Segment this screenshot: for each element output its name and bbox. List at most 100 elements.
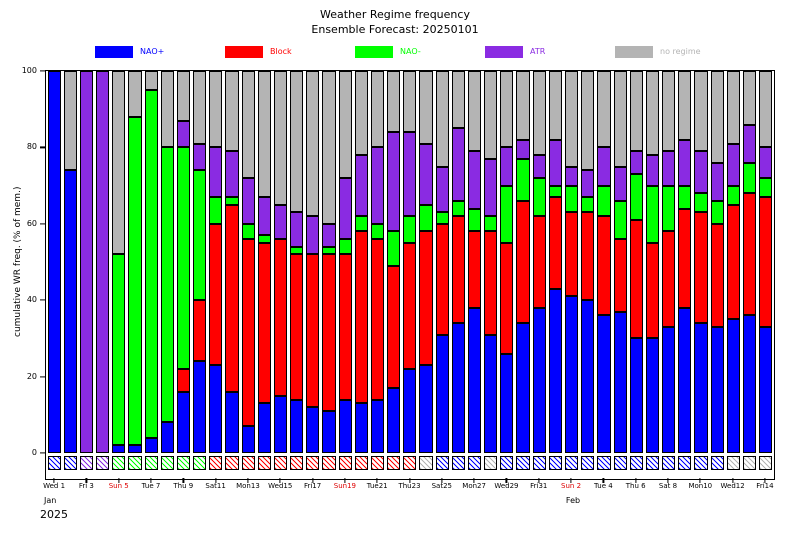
regime-marker: [597, 456, 611, 470]
segment-nao-: [338, 399, 352, 453]
x-tick-label: Sat 8: [658, 482, 678, 490]
segment-no-regime: [176, 71, 191, 121]
stacked-bar-day-14: [257, 71, 271, 453]
segment-nao-: [144, 90, 158, 438]
legend-swatch: [225, 46, 263, 58]
x-tick-label: Tue 4: [594, 482, 613, 490]
marker-slot-day-40: [677, 456, 693, 471]
regime-marker: [112, 456, 126, 470]
bar-slot-day-39: [661, 71, 677, 453]
bar-slot-day-20: [353, 71, 369, 453]
marker-slot-day-16: [289, 456, 305, 471]
segment-nao-: [419, 204, 433, 232]
segment-nao-: [290, 399, 304, 453]
marker-slot-day-33: [564, 456, 580, 471]
regime-marker: [759, 456, 773, 470]
x-tick-mark: [376, 478, 378, 483]
segment-nao-: [176, 147, 191, 369]
bars-container: [46, 71, 774, 453]
x-tick-mark: [85, 478, 87, 483]
segment-nao-: [629, 174, 643, 220]
legend-item-nao-: NAO-: [355, 46, 485, 58]
x-tick-label: Wed15: [268, 482, 293, 490]
stacked-bar-day-35: [597, 71, 611, 453]
segment-no-regime: [613, 71, 627, 167]
segment-block: [257, 242, 271, 404]
y-tick-label: 40: [26, 295, 37, 305]
segment-atr: [241, 178, 255, 224]
segment-nao-: [710, 326, 724, 453]
segment-block: [645, 242, 660, 339]
segment-nao-: [225, 197, 239, 205]
marker-slot-day-7: [143, 456, 159, 471]
segment-no-regime: [257, 71, 271, 198]
segment-nao-: [759, 177, 773, 198]
stacked-bar-day-43: [726, 71, 740, 453]
marker-slot-day-41: [693, 456, 709, 471]
month-label-jan: Jan: [44, 496, 57, 505]
segment-nao-: [209, 365, 223, 453]
marker-slot-day-8: [159, 456, 175, 471]
segment-nao-: [613, 200, 627, 240]
month-label-feb: Feb: [565, 496, 581, 505]
x-tick-mark: [344, 478, 346, 483]
regime-marker: [306, 456, 320, 470]
bar-slot-day-23: [402, 71, 418, 453]
marker-slot-day-17: [305, 456, 321, 471]
x-tick-mark: [570, 478, 572, 483]
stacked-bar-day-44: [742, 71, 757, 453]
segment-atr: [257, 197, 271, 236]
segment-nao-: [322, 246, 336, 255]
regime-marker: [694, 456, 708, 470]
segment-no-regime: [742, 71, 757, 125]
regime-marker: [532, 456, 546, 470]
regime-marker: [322, 456, 336, 470]
stacked-bar-day-2: [63, 71, 77, 453]
marker-slot-day-44: [741, 456, 757, 471]
bar-slot-day-14: [256, 71, 272, 453]
segment-no-regime: [419, 71, 433, 144]
segment-atr: [354, 155, 368, 217]
regime-marker: [613, 456, 627, 470]
stacked-bar-day-34: [581, 71, 595, 453]
segment-block: [387, 265, 401, 389]
segment-nao-: [209, 197, 223, 224]
segment-atr: [79, 71, 94, 453]
segment-nao-: [370, 223, 385, 240]
stacked-bar-day-1: [47, 71, 61, 453]
segment-block: [273, 239, 288, 396]
stacked-bar-day-20: [354, 71, 368, 453]
stacked-bar-day-15: [273, 71, 288, 453]
segment-atr: [678, 139, 692, 186]
legend-item-no-regime: no regime: [615, 46, 745, 58]
stacked-bar-day-12: [225, 71, 239, 453]
segment-nao-: [726, 319, 740, 453]
marker-slot-day-32: [547, 456, 563, 471]
segment-no-regime: [354, 71, 368, 156]
marker-slot-day-10: [192, 456, 208, 471]
regime-marker: [257, 456, 271, 470]
marker-slot-day-38: [644, 456, 660, 471]
segment-atr: [726, 143, 740, 186]
marker-slot-day-3: [78, 456, 94, 471]
x-tick-label: Tue21: [366, 482, 388, 490]
segment-atr: [710, 162, 724, 201]
marker-slot-day-36: [612, 456, 628, 471]
legend-swatch: [95, 46, 133, 58]
regime-marker: [435, 456, 449, 470]
segment-atr: [338, 178, 352, 240]
segment-nao-: [451, 200, 465, 217]
regime-marker: [354, 456, 368, 470]
x-tick-mark: [311, 478, 314, 483]
segment-no-regime: [290, 71, 304, 213]
segment-nao-: [467, 208, 482, 232]
segment-no-regime: [678, 71, 692, 140]
segment-nao-: [516, 323, 530, 453]
stacked-bar-day-31: [532, 71, 546, 453]
segment-no-regime: [435, 71, 449, 167]
regime-marker: [176, 456, 191, 470]
segment-nao-: [225, 391, 239, 453]
segment-nao-: [306, 407, 320, 453]
regime-marker: [581, 456, 595, 470]
x-tick-label: Sun 2: [561, 482, 582, 490]
